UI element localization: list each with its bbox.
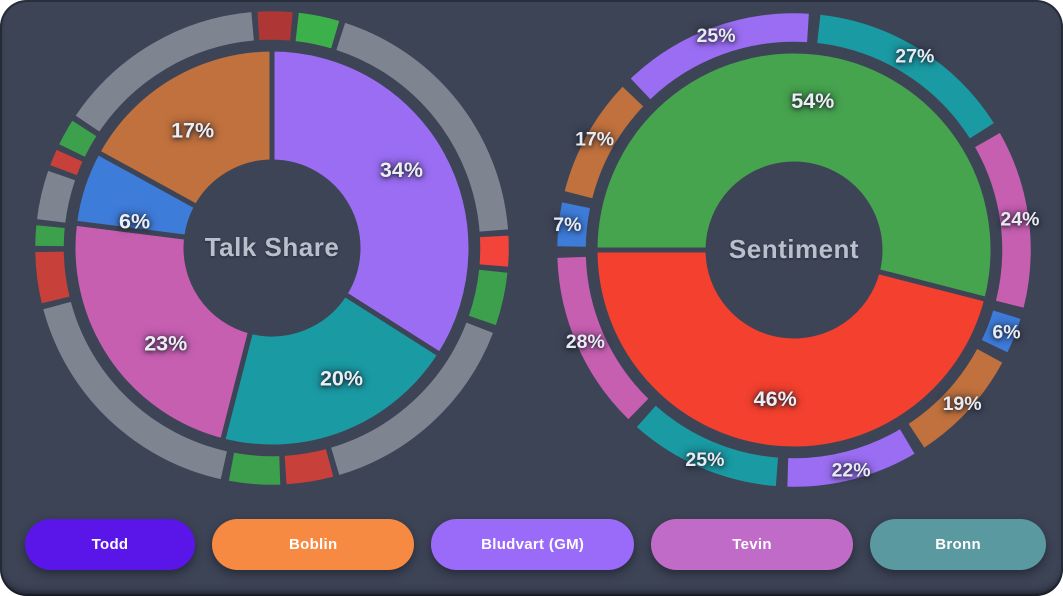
talk-share-ring-segment-8-ring_green[interactable] [35,225,65,247]
legend-button-label: Bludvart (GM) [481,536,585,553]
sentiment-ring-segment-5-teal[interactable] [636,405,779,487]
talk-share-slice-teal[interactable] [220,291,443,450]
sentiment-ring-label: 19% [943,393,982,415]
sentiment-slice-red[interactable] [592,247,990,452]
legend-button-todd[interactable]: Todd [25,519,196,570]
legend-button-label: Bronn [935,536,981,553]
sentiment-ring-label: 25% [697,25,736,47]
legend-button-boblin[interactable]: Boblin [212,519,415,570]
talk-share-chart: 34% 20% 23% 6% 17% Talk Share [12,0,532,508]
talk-share-title: Talk Share [204,232,340,262]
sentiment-slice-label: 54% [791,89,834,113]
sentiment-ring-segment-0-teal[interactable] [817,14,994,139]
sentiment-ring-label: 7% [553,214,581,236]
sentiment-ring-label: 24% [1000,208,1039,230]
talk-share-slice-orange[interactable] [95,46,275,210]
talk-share-ring-segment-14-ring_green_bright[interactable] [295,12,340,49]
talk-share-slice-label: 6% [119,209,150,233]
talk-share-slice-magenta[interactable] [70,220,254,444]
sentiment-ring-segment-2-blue[interactable] [981,310,1021,353]
sentiment-ring-segment-6-magenta[interactable] [557,256,649,420]
talk-share-ring-segment-10-ring_red[interactable] [50,149,83,176]
legend-button-label: Boblin [289,536,338,553]
talk-share-ring-segment-1-ring_red_bright[interactable] [479,235,509,267]
sentiment-ring-segment-8-orange[interactable] [564,86,644,199]
sentiment-ring-label: 6% [992,322,1020,344]
sentiment-ring-label: 17% [575,128,614,150]
legend-button-bludvart-gm[interactable]: Bludvart (GM) [431,519,634,570]
sentiment-title: Sentiment [728,234,860,264]
talk-share-slice-label: 23% [144,332,187,356]
sentiment-ring-segment-9-purple[interactable] [630,13,809,100]
sentiment-ring-label: 25% [685,449,724,471]
sentiment-ring-label: 22% [832,460,871,482]
sentiment-ring-label: 28% [566,331,605,353]
sentiment-slice-label: 46% [754,387,797,411]
sentiment-ring-label: 27% [895,46,934,68]
legend-button-tevin[interactable]: Tevin [650,519,854,570]
sentiment-chart: 27% 24% 6% 19% 22% 25% 28% 7% 17% 25% 54% 46% Senti… [534,0,1054,510]
sentiment-ring-segment-3-orange[interactable] [908,348,1003,448]
talk-share-ring-segment-11-ring_green[interactable] [59,120,97,157]
sentiment-ring-segment-1-magenta[interactable] [974,133,1031,308]
talk-share-ring-segment-2-ring_green[interactable] [468,269,508,326]
talk-share-ring-segment-6-ring_gray[interactable] [43,301,228,480]
talk-share-ring-segment-5-ring_green[interactable] [228,452,281,485]
talk-share-ring-segment-3-ring_gray[interactable] [330,322,494,475]
talk-share-ring-segment-4-ring_red[interactable] [284,449,334,485]
sentiment-ring-segment-4-purple[interactable] [787,429,915,487]
talk-share-ring-segment-12-ring_gray[interactable] [75,12,255,132]
legend-row: Todd Boblin Bludvart (GM) Tevin Bronn [25,519,1046,570]
talk-share-donut: 34% 20% 23% 6% 17% [35,11,509,485]
legend-button-label: Todd [91,536,129,553]
sentiment-ring-segment-7-blue[interactable] [557,202,591,248]
legend-button-bronn[interactable]: Bronn [870,519,1046,570]
talk-share-slice-label: 34% [380,158,423,182]
talk-share-slice-purple[interactable] [269,46,474,358]
talk-share-ring-segment-0-ring_gray[interactable] [336,22,509,232]
talk-share-slice-label: 20% [320,367,363,391]
legend-button-label: Tevin [732,536,772,553]
talk-share-ring-segment-13-ring_red_dark[interactable] [257,11,293,41]
sentiment-slice-green[interactable] [592,48,996,302]
talk-share-ring-segment-7-ring_red[interactable] [35,251,70,304]
sentiment-donut: 27% 24% 6% 19% 22% 25% 28% 7% 17% 25% 54% 46% [553,13,1039,487]
talk-share-ring-segment-9-ring_gray[interactable] [37,170,76,223]
talk-share-slice-label: 17% [171,118,214,142]
